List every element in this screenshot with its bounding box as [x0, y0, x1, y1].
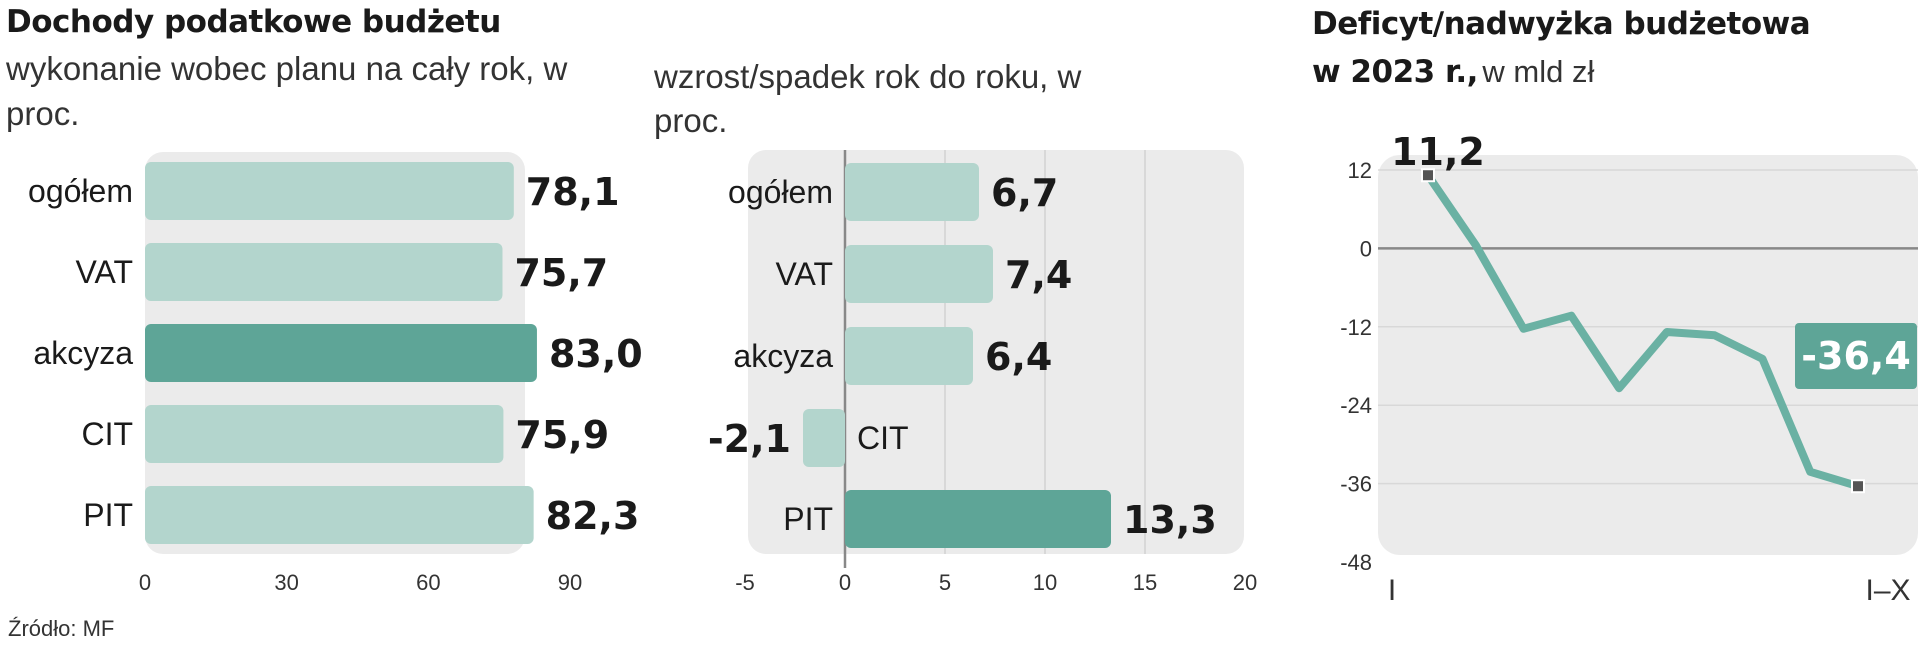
source-note: Źródło: MF	[8, 616, 115, 641]
chart2-bar	[845, 327, 973, 385]
chart1-value-label: 78,1	[526, 170, 620, 214]
chart1-bar	[145, 162, 514, 220]
chart2-x-tick-label: 5	[939, 570, 951, 595]
chart2-category-label: ogółem	[728, 174, 833, 210]
chart1-value-label: 75,7	[514, 251, 608, 295]
chart1-category-label: akcyza	[33, 335, 133, 371]
chart2-bar	[803, 409, 845, 467]
chart3-subtitle-unit: w mld zł	[1482, 54, 1595, 89]
chart3-x-label-end: I–X	[1865, 574, 1910, 607]
chart3-first-value-label: 11,2	[1391, 130, 1485, 174]
chart3-subtitle-bold: w 2023 r.,	[1312, 54, 1478, 90]
chart2-value-label: 6,7	[991, 171, 1058, 215]
chart1-category-label: ogółem	[28, 173, 133, 209]
chart1-value-label: 75,9	[515, 413, 609, 457]
chart3-last-value-label: -36,4	[1801, 334, 1911, 378]
chart3-last-value-box	[1795, 323, 1917, 389]
chart2-bar	[845, 490, 1111, 548]
chart1-bar	[145, 243, 503, 301]
chart1-title: Dochody podatkowe budżetu	[6, 4, 501, 40]
chart1-bar	[145, 486, 534, 544]
chart1-value-label: 82,3	[546, 494, 640, 538]
chart3-subtitle: w 2023 r., w mld zł	[1312, 54, 1594, 90]
chart1-x-tick-label: 30	[274, 570, 298, 595]
chart1-category-label: PIT	[83, 497, 133, 533]
chart1-value-label: 83,0	[549, 332, 643, 376]
chart3-y-tick-label: -48	[1340, 550, 1372, 575]
chart2-bar	[845, 163, 979, 221]
chart1-x-tick-label: 60	[416, 570, 440, 595]
chart3-y-tick-label: -36	[1340, 472, 1372, 497]
chart3-x-label-start: I	[1388, 574, 1396, 607]
chart2-category-label: VAT	[776, 256, 833, 292]
chart2-x-tick-label: 0	[839, 570, 851, 595]
chart2-value-label: 6,4	[985, 335, 1052, 379]
chart2-bar	[845, 245, 993, 303]
chart2-x-tick-label: 20	[1233, 570, 1257, 595]
chart2-value-label: 13,3	[1123, 498, 1217, 542]
chart2-category-label: akcyza	[733, 338, 833, 374]
chart3-y-tick-label: -24	[1340, 393, 1372, 418]
chart2-value-label: -2,1	[708, 417, 791, 461]
chart1-category-label: VAT	[76, 254, 133, 290]
chart2-category-label: CIT	[857, 420, 909, 456]
chart2-x-tick-label: -5	[735, 570, 755, 595]
chart1-x-tick-label: 90	[558, 570, 582, 595]
chart2-x-tick-label: 15	[1133, 570, 1157, 595]
chart3-y-tick-label: 0	[1360, 236, 1372, 261]
chart2-subtitle: wzrost/spadek rok do roku, w proc.	[654, 58, 1082, 139]
chart1-category-label: CIT	[81, 416, 133, 452]
chart1-subtitle: wykonanie wobec planu na cały rok, w pro…	[6, 50, 568, 132]
chart3-y-tick-label: 12	[1348, 158, 1372, 183]
chart3-endpoint-marker	[1421, 168, 1435, 183]
chart1-bar	[145, 324, 537, 382]
chart2-value-label: 7,4	[1005, 253, 1072, 297]
chart3-y-tick-label: -12	[1340, 315, 1372, 340]
chart3-title: Deficyt/nadwyżka budżetowa	[1312, 6, 1811, 42]
chart3-endpoint-marker	[1851, 479, 1865, 494]
chart1-x-tick-label: 0	[139, 570, 151, 595]
chart2-x-tick-label: 10	[1033, 570, 1057, 595]
chart2-category-label: PIT	[783, 501, 833, 537]
chart1-bar	[145, 405, 504, 463]
chart3-series-line	[1424, 171, 1862, 491]
